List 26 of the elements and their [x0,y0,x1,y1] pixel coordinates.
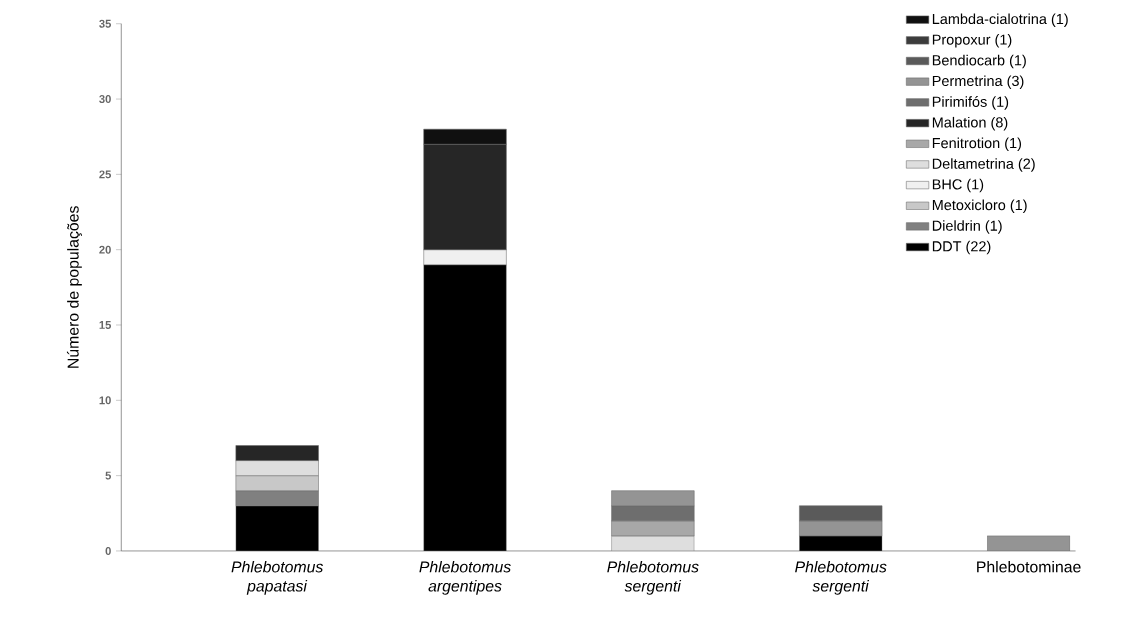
legend-label: Pirimifós (1) [932,96,1009,110]
legend-label: Bendiocarb (1) [932,54,1026,69]
y-tick-label: 25 [99,170,112,179]
legend-label: Dieldrin (1) [932,220,1002,234]
y-axis-title: Número de populações [66,206,82,368]
x-tick-label: Phlebotomus sergenti [795,561,887,595]
x-tick-label: Phlebotominae [977,561,1081,573]
y-tick-label: 15 [99,321,112,330]
y-tick-label: 5 [105,471,112,480]
x-tick-label: Phlebotomus sergenti [607,561,699,595]
legend-label: Metoxicloro (1) [932,199,1027,214]
legend-label: Fenitrotion (1) [932,137,1022,152]
legend-label: Malation (8) [932,117,1008,131]
legend-label: BHC (1) [932,179,984,193]
legend-label: Permetrina (3) [932,75,1024,90]
x-tick-label: Phlebotomus argentipes [419,561,511,595]
y-tick-label: 30 [99,95,111,104]
y-tick-label: 35 [99,19,112,28]
y-tick-label: 10 [99,396,111,405]
y-tick-label: 20 [99,245,111,254]
legend-label: Lambda-cialotrina (1) [932,13,1068,28]
x-tick-label: Phlebotomus papatasi [231,561,324,595]
legend-label: DDT (22) [932,240,991,255]
legend-label: Propoxur (1) [932,34,1012,48]
y-tick-label: 0 [105,547,111,556]
legend-label: Deltametrina (2) [932,158,1035,172]
